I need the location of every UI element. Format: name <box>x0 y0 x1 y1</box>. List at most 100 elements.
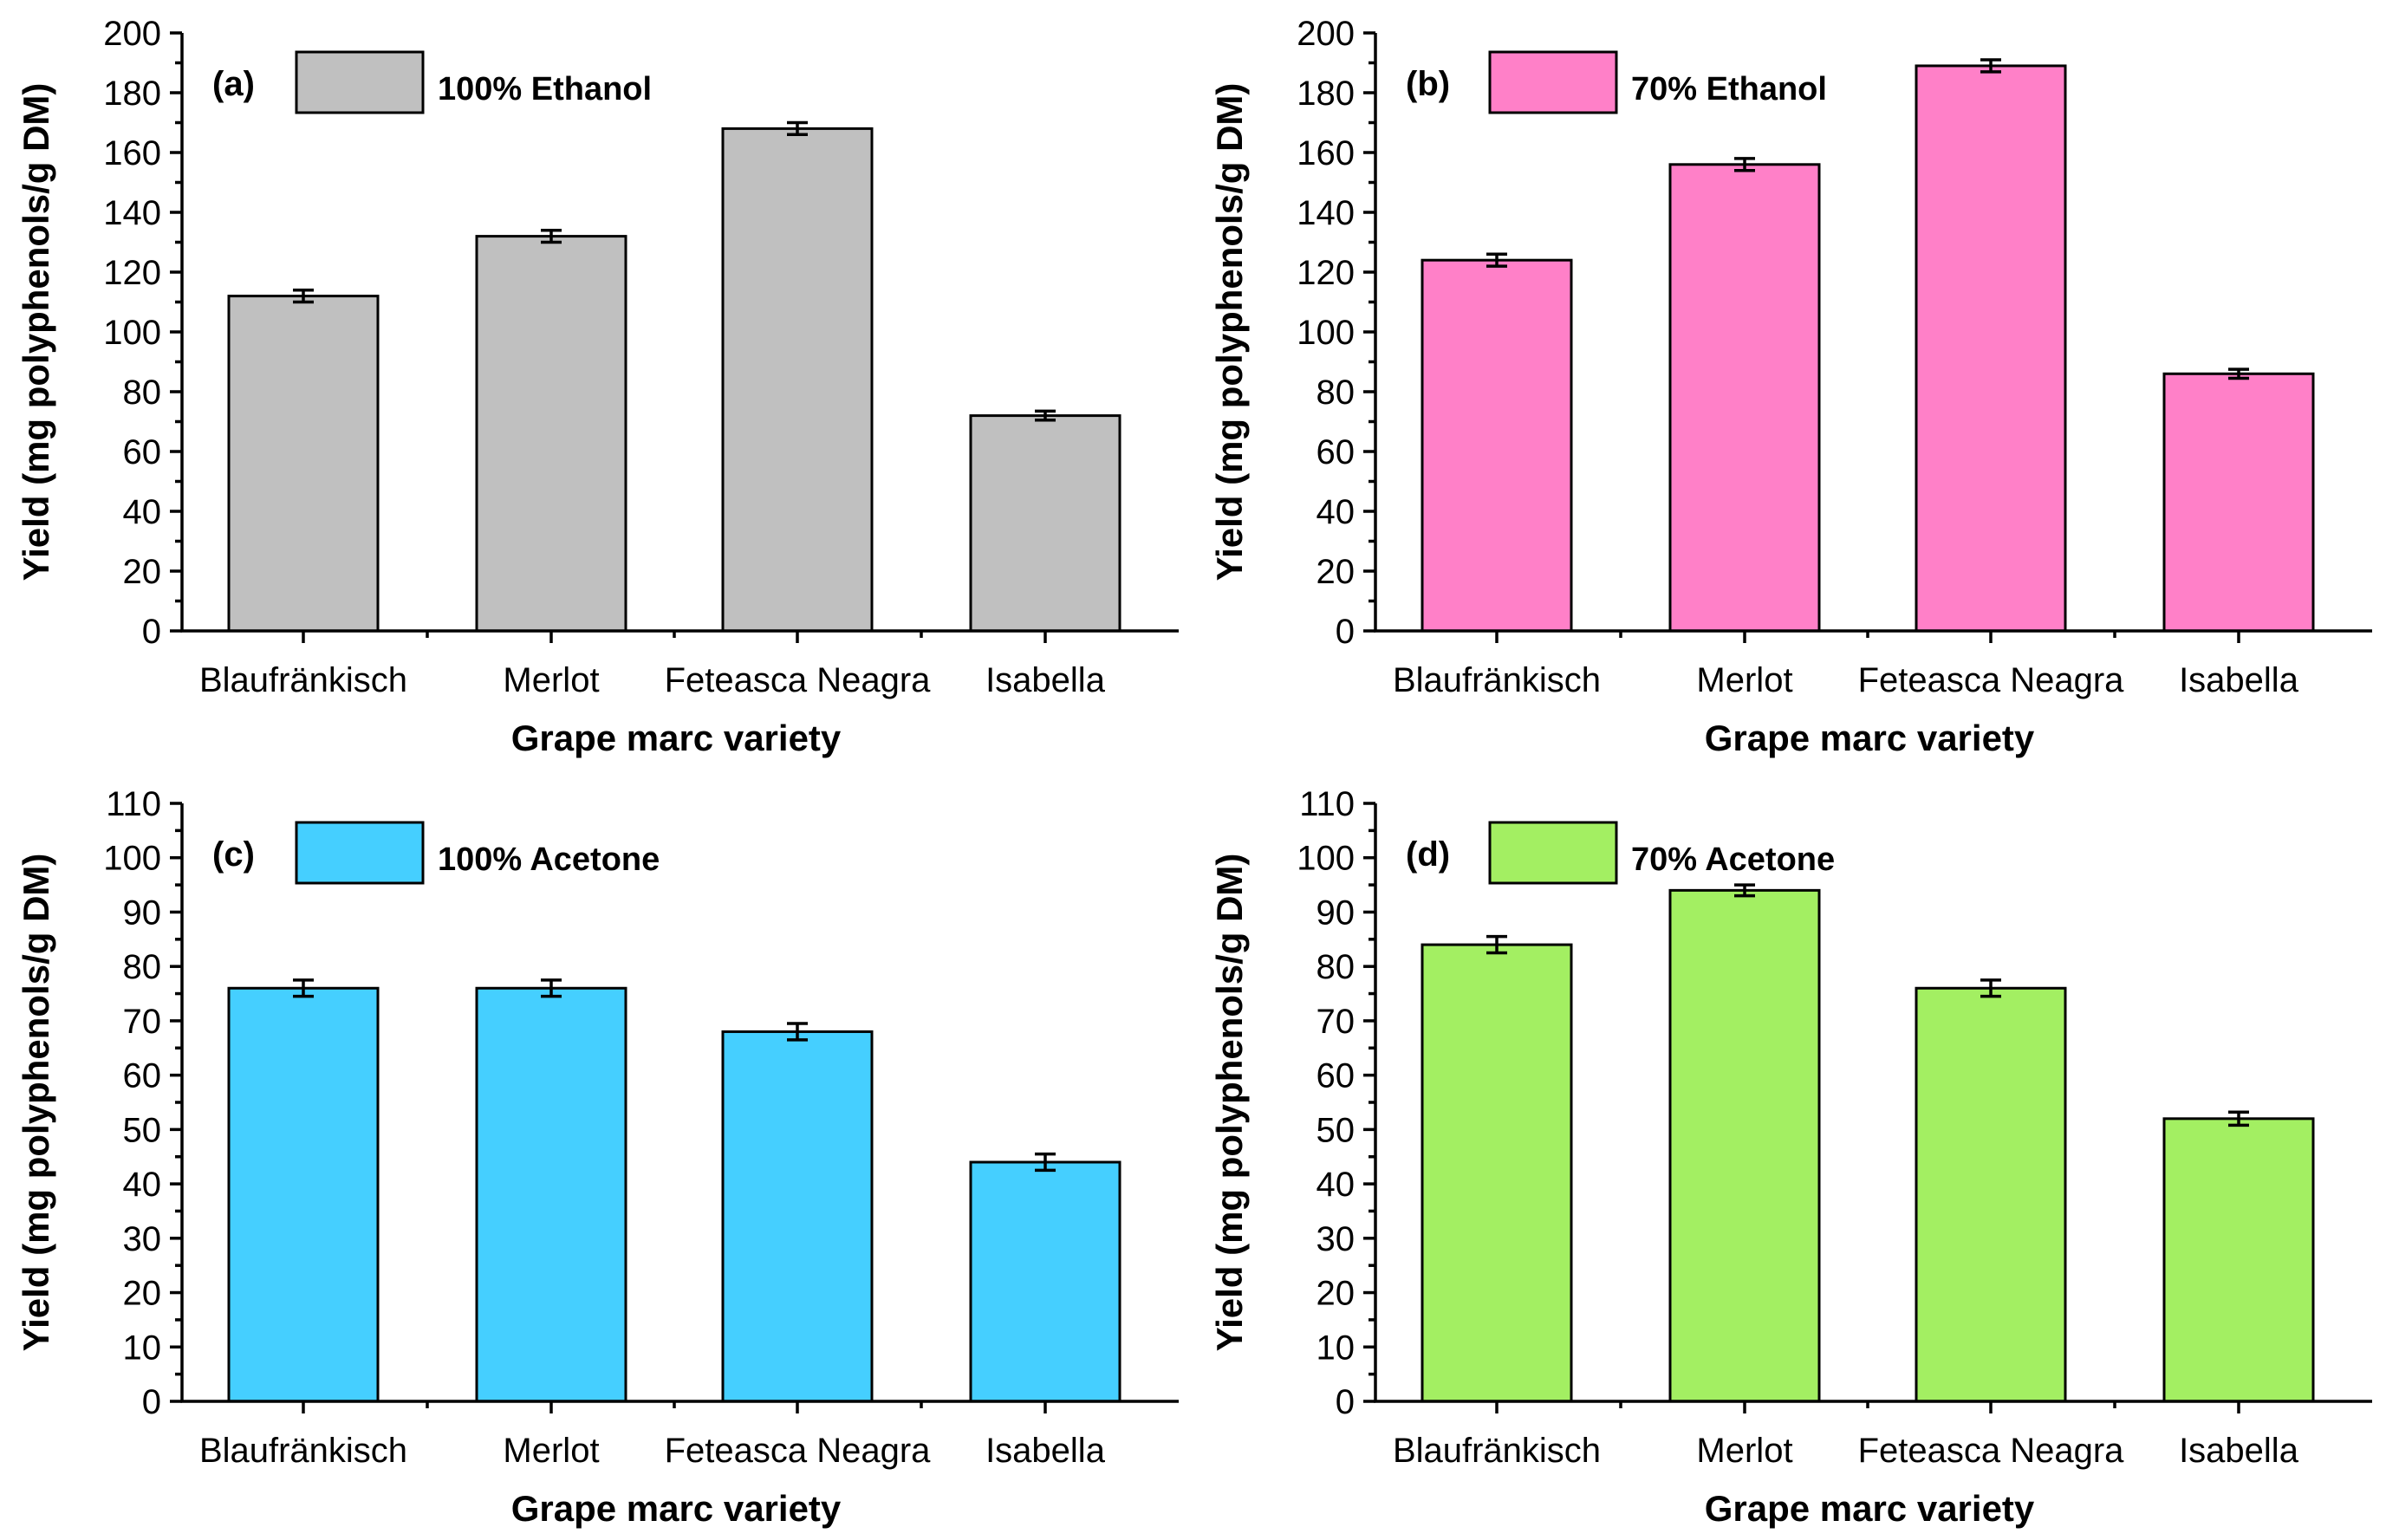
y-tick-label: 90 <box>123 893 162 932</box>
y-tick-label: 40 <box>1317 1166 1356 1204</box>
error-bar <box>293 288 314 304</box>
bar <box>1915 64 2067 633</box>
y-tick-label: 20 <box>123 553 162 591</box>
x-tick-label: Feteasca Neagra <box>1858 1432 2125 1470</box>
error-bar <box>541 978 562 998</box>
bar <box>227 295 380 633</box>
legend-swatch <box>1488 50 1618 114</box>
bar <box>1668 888 1821 1403</box>
y-tick-label: 50 <box>1317 1111 1356 1149</box>
y-tick-label: 20 <box>1317 553 1356 591</box>
x-tick-label: Isabella <box>2179 1432 2299 1470</box>
error-bar <box>1980 978 2001 998</box>
y-tick-label: 80 <box>123 948 162 986</box>
x-axis-title: Grape marc variety <box>511 718 842 758</box>
y-tick-label: 80 <box>1317 948 1356 986</box>
x-axis-title: Grape marc variety <box>1705 718 2035 758</box>
y-tick-label: 90 <box>1317 893 1356 932</box>
y-tick-label: 80 <box>1317 374 1356 412</box>
bar <box>475 235 627 633</box>
chart-panel: 0 20 40 60 80 100 120 140 160 180 200 Blaufränkisch… <box>0 0 1193 770</box>
x-tick-label: Blaufränkisch <box>199 1432 407 1470</box>
y-tick-label: 60 <box>123 1057 162 1095</box>
bar <box>721 1030 874 1403</box>
y-tick-label: 160 <box>103 134 161 172</box>
y-tick-label: 140 <box>1297 194 1355 232</box>
legend-label: 70% Ethanol <box>1631 71 1827 107</box>
error-bar <box>541 228 562 244</box>
y-tick-label: 0 <box>142 1383 161 1421</box>
x-tick-label: Blaufränkisch <box>1393 1432 1601 1470</box>
bar <box>1421 258 1573 633</box>
chart-panel: 0 10 20 30 40 50 60 70 80 90 100 110 Blaufränkisch Me… <box>0 770 1193 1540</box>
y-tick-label: 70 <box>1317 1003 1356 1041</box>
y-axis-title: Yield (mg polyphenols/g DM) <box>1209 854 1250 1352</box>
x-tick-label: Blaufränkisch <box>199 661 407 699</box>
panel-label: (b) <box>1406 65 1450 103</box>
y-tick-label: 200 <box>1297 15 1355 53</box>
y-tick-label: 110 <box>106 785 161 823</box>
panel-label: (a) <box>212 65 255 103</box>
y-tick-label: 110 <box>1299 785 1355 823</box>
x-tick-label: Isabella <box>985 661 1106 699</box>
y-tick-label: 10 <box>1317 1329 1356 1367</box>
x-axis-title: Grape marc variety <box>511 1488 842 1529</box>
y-tick-label: 40 <box>1317 493 1356 531</box>
y-tick-label: 20 <box>1317 1275 1356 1313</box>
chart-svg: 0 20 40 60 80 100 120 140 160 180 200 Blaufränkisch… <box>16 15 1179 758</box>
error-bar <box>293 978 314 998</box>
bar <box>475 986 627 1403</box>
y-tick-label: 120 <box>1297 254 1355 292</box>
panel-label: (c) <box>212 835 255 874</box>
bar <box>1668 163 1821 633</box>
x-tick-label: Isabella <box>2179 661 2299 699</box>
y-tick-label: 10 <box>123 1329 162 1367</box>
y-tick-label: 140 <box>103 194 161 232</box>
y-tick-label: 180 <box>1297 75 1355 113</box>
error-bar <box>1980 58 2001 74</box>
y-axis-title: Yield (mg polyphenols/g DM) <box>16 854 56 1352</box>
error-bar <box>1734 883 1755 898</box>
y-tick-label: 60 <box>1317 1057 1356 1095</box>
chart-svg: 0 10 20 30 40 50 60 70 80 90 100 110 Blaufränkisch Me… <box>1209 785 2372 1529</box>
legend-label: 100% Acetone <box>438 841 660 878</box>
x-tick-label: Isabella <box>985 1432 1106 1470</box>
y-tick-label: 30 <box>1317 1220 1356 1258</box>
error-bar <box>1486 252 1507 268</box>
y-tick-label: 80 <box>123 374 162 412</box>
bar <box>969 414 1121 633</box>
error-bar <box>2228 1110 2249 1127</box>
bar <box>1915 986 2067 1403</box>
x-tick-label: Merlot <box>503 1432 599 1470</box>
y-tick-label: 100 <box>1297 840 1355 878</box>
y-tick-label: 100 <box>103 314 161 352</box>
legend-swatch <box>295 50 425 114</box>
bar <box>721 127 874 633</box>
error-bar <box>1734 157 1755 172</box>
legend-swatch <box>1488 821 1618 885</box>
y-tick-label: 20 <box>123 1275 162 1313</box>
x-axis-title: Grape marc variety <box>1705 1488 2035 1529</box>
y-tick-label: 30 <box>123 1220 162 1258</box>
bar <box>1421 943 1573 1403</box>
y-tick-label: 60 <box>123 433 162 471</box>
y-tick-label: 200 <box>103 15 161 53</box>
y-tick-label: 180 <box>103 75 161 113</box>
x-tick-label: Merlot <box>1696 661 1792 699</box>
y-tick-label: 50 <box>123 1111 162 1149</box>
y-tick-label: 100 <box>1297 314 1355 352</box>
bar <box>2162 1117 2315 1403</box>
x-tick-label: Feteasca Neagra <box>665 661 932 699</box>
error-bar <box>1035 1152 1056 1173</box>
y-axis-title: Yield (mg polyphenols/g DM) <box>1209 83 1250 582</box>
y-tick-label: 0 <box>1336 613 1355 651</box>
error-bar <box>787 120 808 137</box>
x-tick-label: Merlot <box>503 661 599 699</box>
error-bar <box>1035 409 1056 422</box>
panel-label: (d) <box>1406 835 1450 874</box>
x-tick-label: Blaufränkisch <box>1393 661 1601 699</box>
y-tick-label: 100 <box>103 840 161 878</box>
chart-svg: 0 20 40 60 80 100 120 140 160 180 200 Blaufränkisch… <box>1209 15 2372 758</box>
x-tick-label: Feteasca Neagra <box>1858 661 2125 699</box>
